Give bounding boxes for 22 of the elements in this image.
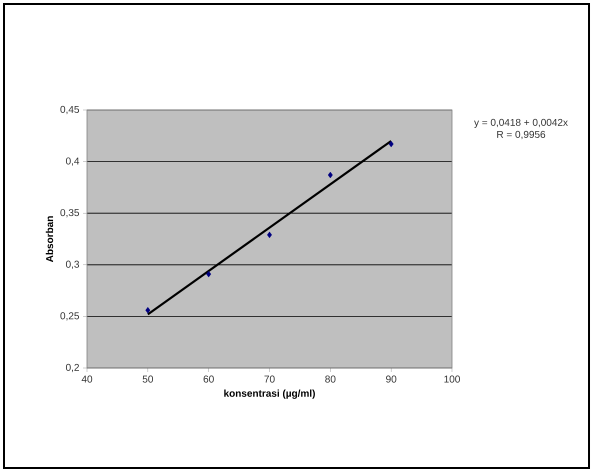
y-tick-label: 0,2 xyxy=(66,364,79,372)
y-tick-label: 0,25 xyxy=(60,312,80,321)
y-tick-label: 0,45 xyxy=(60,106,80,114)
x-tick-label: 70 xyxy=(264,376,275,383)
point xyxy=(267,232,272,238)
x-tick-label: 100 xyxy=(444,376,460,383)
x-axis-title: konsentrasi (µg/ml) xyxy=(224,389,315,399)
y-axis-title: Absorban xyxy=(46,216,54,262)
point xyxy=(145,307,150,314)
y-tick-label: 0,35 xyxy=(60,209,80,218)
y-tick-label: 0,4 xyxy=(66,157,80,166)
y-tick-label: 0,3 xyxy=(66,260,80,269)
point xyxy=(206,270,212,278)
x-tick-label: 80 xyxy=(325,376,336,383)
x-tick-label: 90 xyxy=(386,376,396,383)
x-tick-label: 40 xyxy=(82,376,92,383)
x-tick-label: 50 xyxy=(142,376,154,383)
point xyxy=(328,172,333,178)
point xyxy=(388,140,394,148)
text: y = 0,0418 + 0,0042x xyxy=(474,118,568,128)
x-tick-label: 60 xyxy=(204,376,214,383)
text: R = 0,9956 xyxy=(497,130,546,140)
